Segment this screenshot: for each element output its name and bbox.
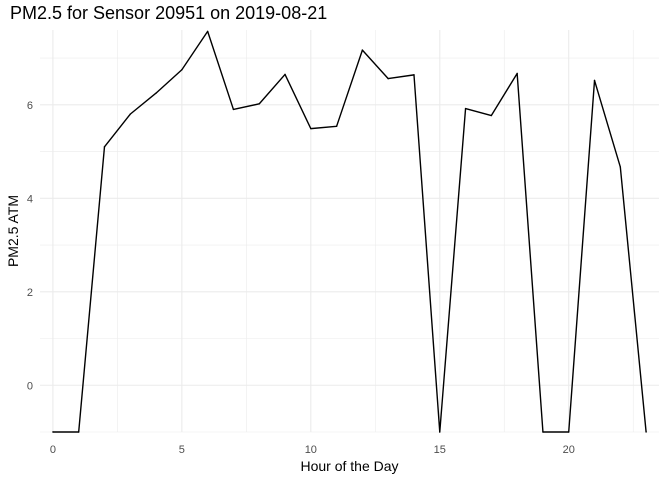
y-axis-title: PM2.5 ATM: [5, 195, 21, 267]
data-point: [206, 30, 209, 33]
data-point: [619, 166, 622, 168]
data-point: [413, 74, 415, 76]
chart-title: PM2.5 for Sensor 20951 on 2019-08-21: [10, 3, 328, 23]
data-point: [568, 431, 570, 433]
data-point: [77, 431, 80, 433]
data-point: [439, 431, 441, 433]
data-point: [258, 103, 260, 105]
data-point: [387, 77, 389, 80]
data-point: [490, 114, 493, 117]
y-tick-label: 2: [27, 287, 33, 299]
data-point: [103, 146, 106, 148]
grid-major: [40, 30, 659, 432]
data-point: [129, 113, 131, 115]
x-tick-label: 10: [305, 444, 317, 456]
data-point: [232, 108, 235, 111]
data-point: [155, 92, 157, 94]
grid-minor: [40, 30, 659, 433]
data-point: [181, 69, 183, 71]
x-tick-label: 15: [434, 444, 446, 456]
y-tick-label: 4: [27, 193, 33, 205]
data-point: [593, 79, 596, 82]
data-point: [516, 72, 518, 75]
data-point: [52, 431, 54, 433]
y-tick-labels: 0 2 4 6: [27, 100, 33, 392]
x-tick-labels: 0 5 10 15 20: [50, 444, 575, 456]
data-point: [464, 107, 467, 110]
data-point: [645, 431, 647, 433]
x-tick-label: 0: [50, 444, 56, 456]
data-point: [361, 49, 364, 51]
x-axis-title: Hour of the Day: [300, 458, 398, 474]
data-point: [284, 73, 286, 76]
x-tick-label: 20: [563, 444, 575, 456]
data-point: [542, 431, 544, 433]
data-point: [310, 127, 312, 130]
data-point: [335, 125, 338, 127]
x-tick-label: 5: [179, 444, 185, 456]
y-tick-label: 6: [27, 100, 33, 112]
series-layer: [52, 30, 647, 433]
series-line: [52, 30, 647, 433]
y-tick-label: 0: [27, 380, 33, 392]
